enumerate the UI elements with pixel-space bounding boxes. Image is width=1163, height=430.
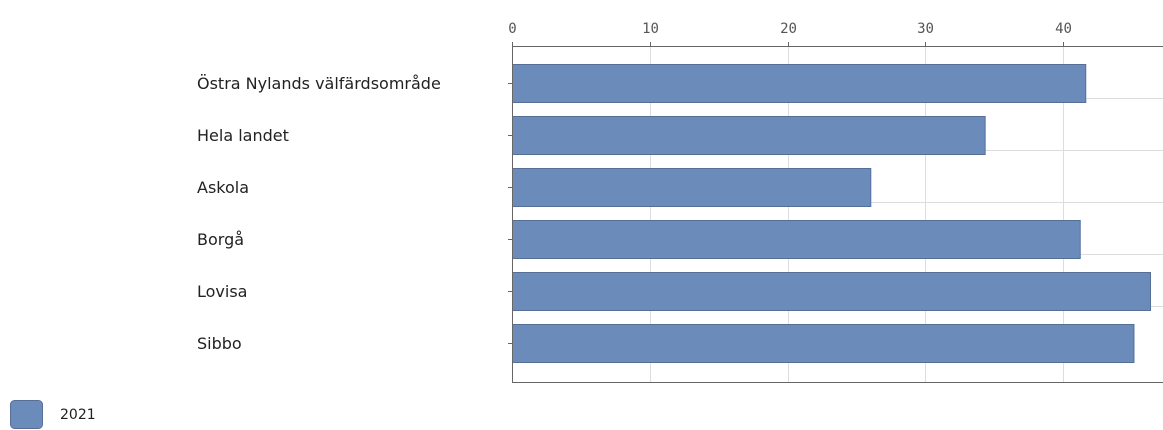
axes xyxy=(508,42,1163,383)
x-tick-label: 30 xyxy=(917,21,934,37)
bar xyxy=(512,220,1081,259)
category-label: Borgå xyxy=(197,230,244,249)
category-label: Östra Nylands välfärdsområde xyxy=(197,74,441,93)
category-labels: Östra Nylands välfärdsområde Hela landet A… xyxy=(197,74,441,353)
category-label: Askola xyxy=(197,178,249,197)
x-tick-label: 20 xyxy=(780,21,797,37)
bar xyxy=(512,116,986,155)
legend-label: 2021 xyxy=(60,407,96,423)
x-tick-label: 10 xyxy=(642,21,659,37)
bar xyxy=(512,324,1135,363)
bar xyxy=(512,168,872,207)
bar xyxy=(512,272,1152,311)
x-tick-labels: 0 10 20 30 40 xyxy=(508,21,1072,37)
bar xyxy=(512,64,1087,103)
bars xyxy=(512,64,1152,363)
x-tick-label: 40 xyxy=(1055,21,1072,37)
category-label: Lovisa xyxy=(197,282,247,301)
category-label: Hela landet xyxy=(197,126,289,145)
x-tick-label: 0 xyxy=(508,21,516,37)
category-label: Sibbo xyxy=(197,334,242,353)
legend-swatch xyxy=(10,400,43,429)
legend: 2021 xyxy=(10,400,96,429)
